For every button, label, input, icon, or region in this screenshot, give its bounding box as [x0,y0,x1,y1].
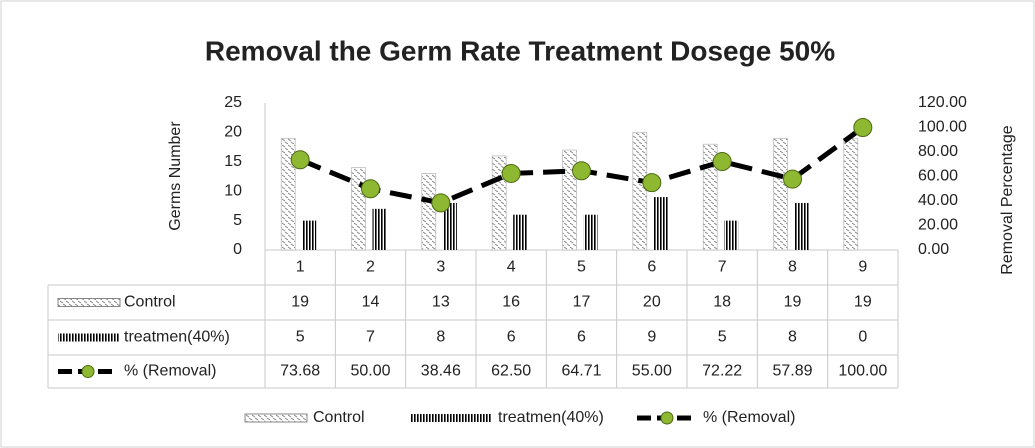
x-tick-label: 1 [296,259,305,276]
legend-label: % (Removal) [703,409,795,426]
bar [843,137,859,251]
table-cell: 14 [362,294,380,311]
marker [783,169,802,189]
x-tick-label: 6 [647,259,656,276]
y2-tick-label: 60.00 [918,168,958,185]
table-row-label: treatmen(40%) [124,329,230,346]
table-cell: 19 [784,294,802,311]
table-cell: 8 [436,329,445,346]
x-tick-label: 8 [788,259,797,276]
bar [632,132,648,251]
table-cell: 13 [432,294,450,311]
bar [372,208,387,250]
table-cell: 64.71 [561,363,601,380]
y-tick-label: 10 [224,182,242,199]
marker [642,173,662,193]
x-tick-label: 9 [858,259,867,276]
legend-marker [660,411,674,425]
table-cell: 72.22 [702,363,742,380]
table-cell: 20 [643,294,661,311]
table-cell: 19 [854,294,872,311]
table-cell: 38.46 [421,363,461,380]
y-tick-label: 5 [233,212,242,229]
table-cell: 5 [718,329,727,346]
legend-swatch [244,413,308,423]
marker [572,161,591,181]
bar [513,214,528,250]
bar [724,220,739,250]
y-tick-label: 25 [224,94,242,111]
marker [853,118,873,137]
table-cell: 100.00 [838,363,887,380]
table-cell: 5 [296,329,305,346]
bar [302,220,317,250]
table-cell: 19 [291,294,309,311]
marker [501,163,521,183]
bar [562,149,577,251]
table-cell: 73.68 [280,363,320,380]
bar [583,214,598,250]
bar [421,173,437,251]
x-tick-label: 7 [718,259,727,276]
y-axis-label: Germs Number [167,121,184,231]
y2-tick-label: 20.00 [918,217,958,234]
table-cell: 50.00 [350,363,390,380]
table-cell: 8 [788,329,797,346]
legend-marker [81,365,95,378]
x-tick-label: 3 [436,259,445,276]
y2-axis-label: Removal Percentage [999,125,1016,275]
table-cell: 0 [858,329,867,346]
table-cell: 7 [366,329,375,346]
marker [290,150,310,170]
table-cell: 6 [577,329,586,346]
bar [280,137,296,251]
legend-swatch [410,414,492,422]
bar [442,202,457,250]
table-cell: 9 [647,329,656,346]
chart-title: Removal the Germ Rate Treatment Dosege 5… [205,35,835,66]
y-tick-label: 20 [224,124,242,141]
table-cell: 57.89 [772,363,812,380]
bar [702,143,718,251]
legend-swatch [57,298,121,307]
bar [653,197,668,250]
legend-label: treatmen(40%) [498,409,604,426]
y2-tick-label: 80.00 [918,143,958,160]
x-tick-label: 4 [507,259,516,276]
table-row-label: Control [124,294,176,311]
y2-tick-label: 0.00 [918,241,949,258]
table-cell: 62.50 [491,363,531,380]
bar [773,137,788,251]
x-tick-label: 5 [577,259,586,276]
marker [431,193,451,213]
bar [794,202,809,250]
table-cell: 6 [507,329,516,346]
table-row-label: % (Removal) [124,363,216,380]
legend-swatch [58,333,120,342]
marker [712,152,732,172]
table-cell: 55.00 [632,363,672,380]
y-tick-label: 0 [233,241,242,258]
y2-tick-label: 40.00 [918,192,958,209]
table-cell: 17 [573,294,591,311]
table-cell: 18 [713,294,731,311]
y-tick-label: 15 [224,153,242,170]
y2-tick-label: 120.00 [918,94,967,111]
marker [361,179,380,199]
x-tick-label: 2 [366,259,375,276]
bar [351,167,366,251]
y2-tick-label: 100.00 [918,119,967,136]
legend-label: Control [313,409,365,426]
table-cell: 16 [502,294,520,311]
